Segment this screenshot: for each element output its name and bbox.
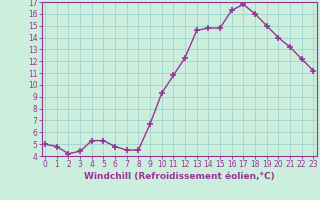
X-axis label: Windchill (Refroidissement éolien,°C): Windchill (Refroidissement éolien,°C): [84, 172, 275, 181]
